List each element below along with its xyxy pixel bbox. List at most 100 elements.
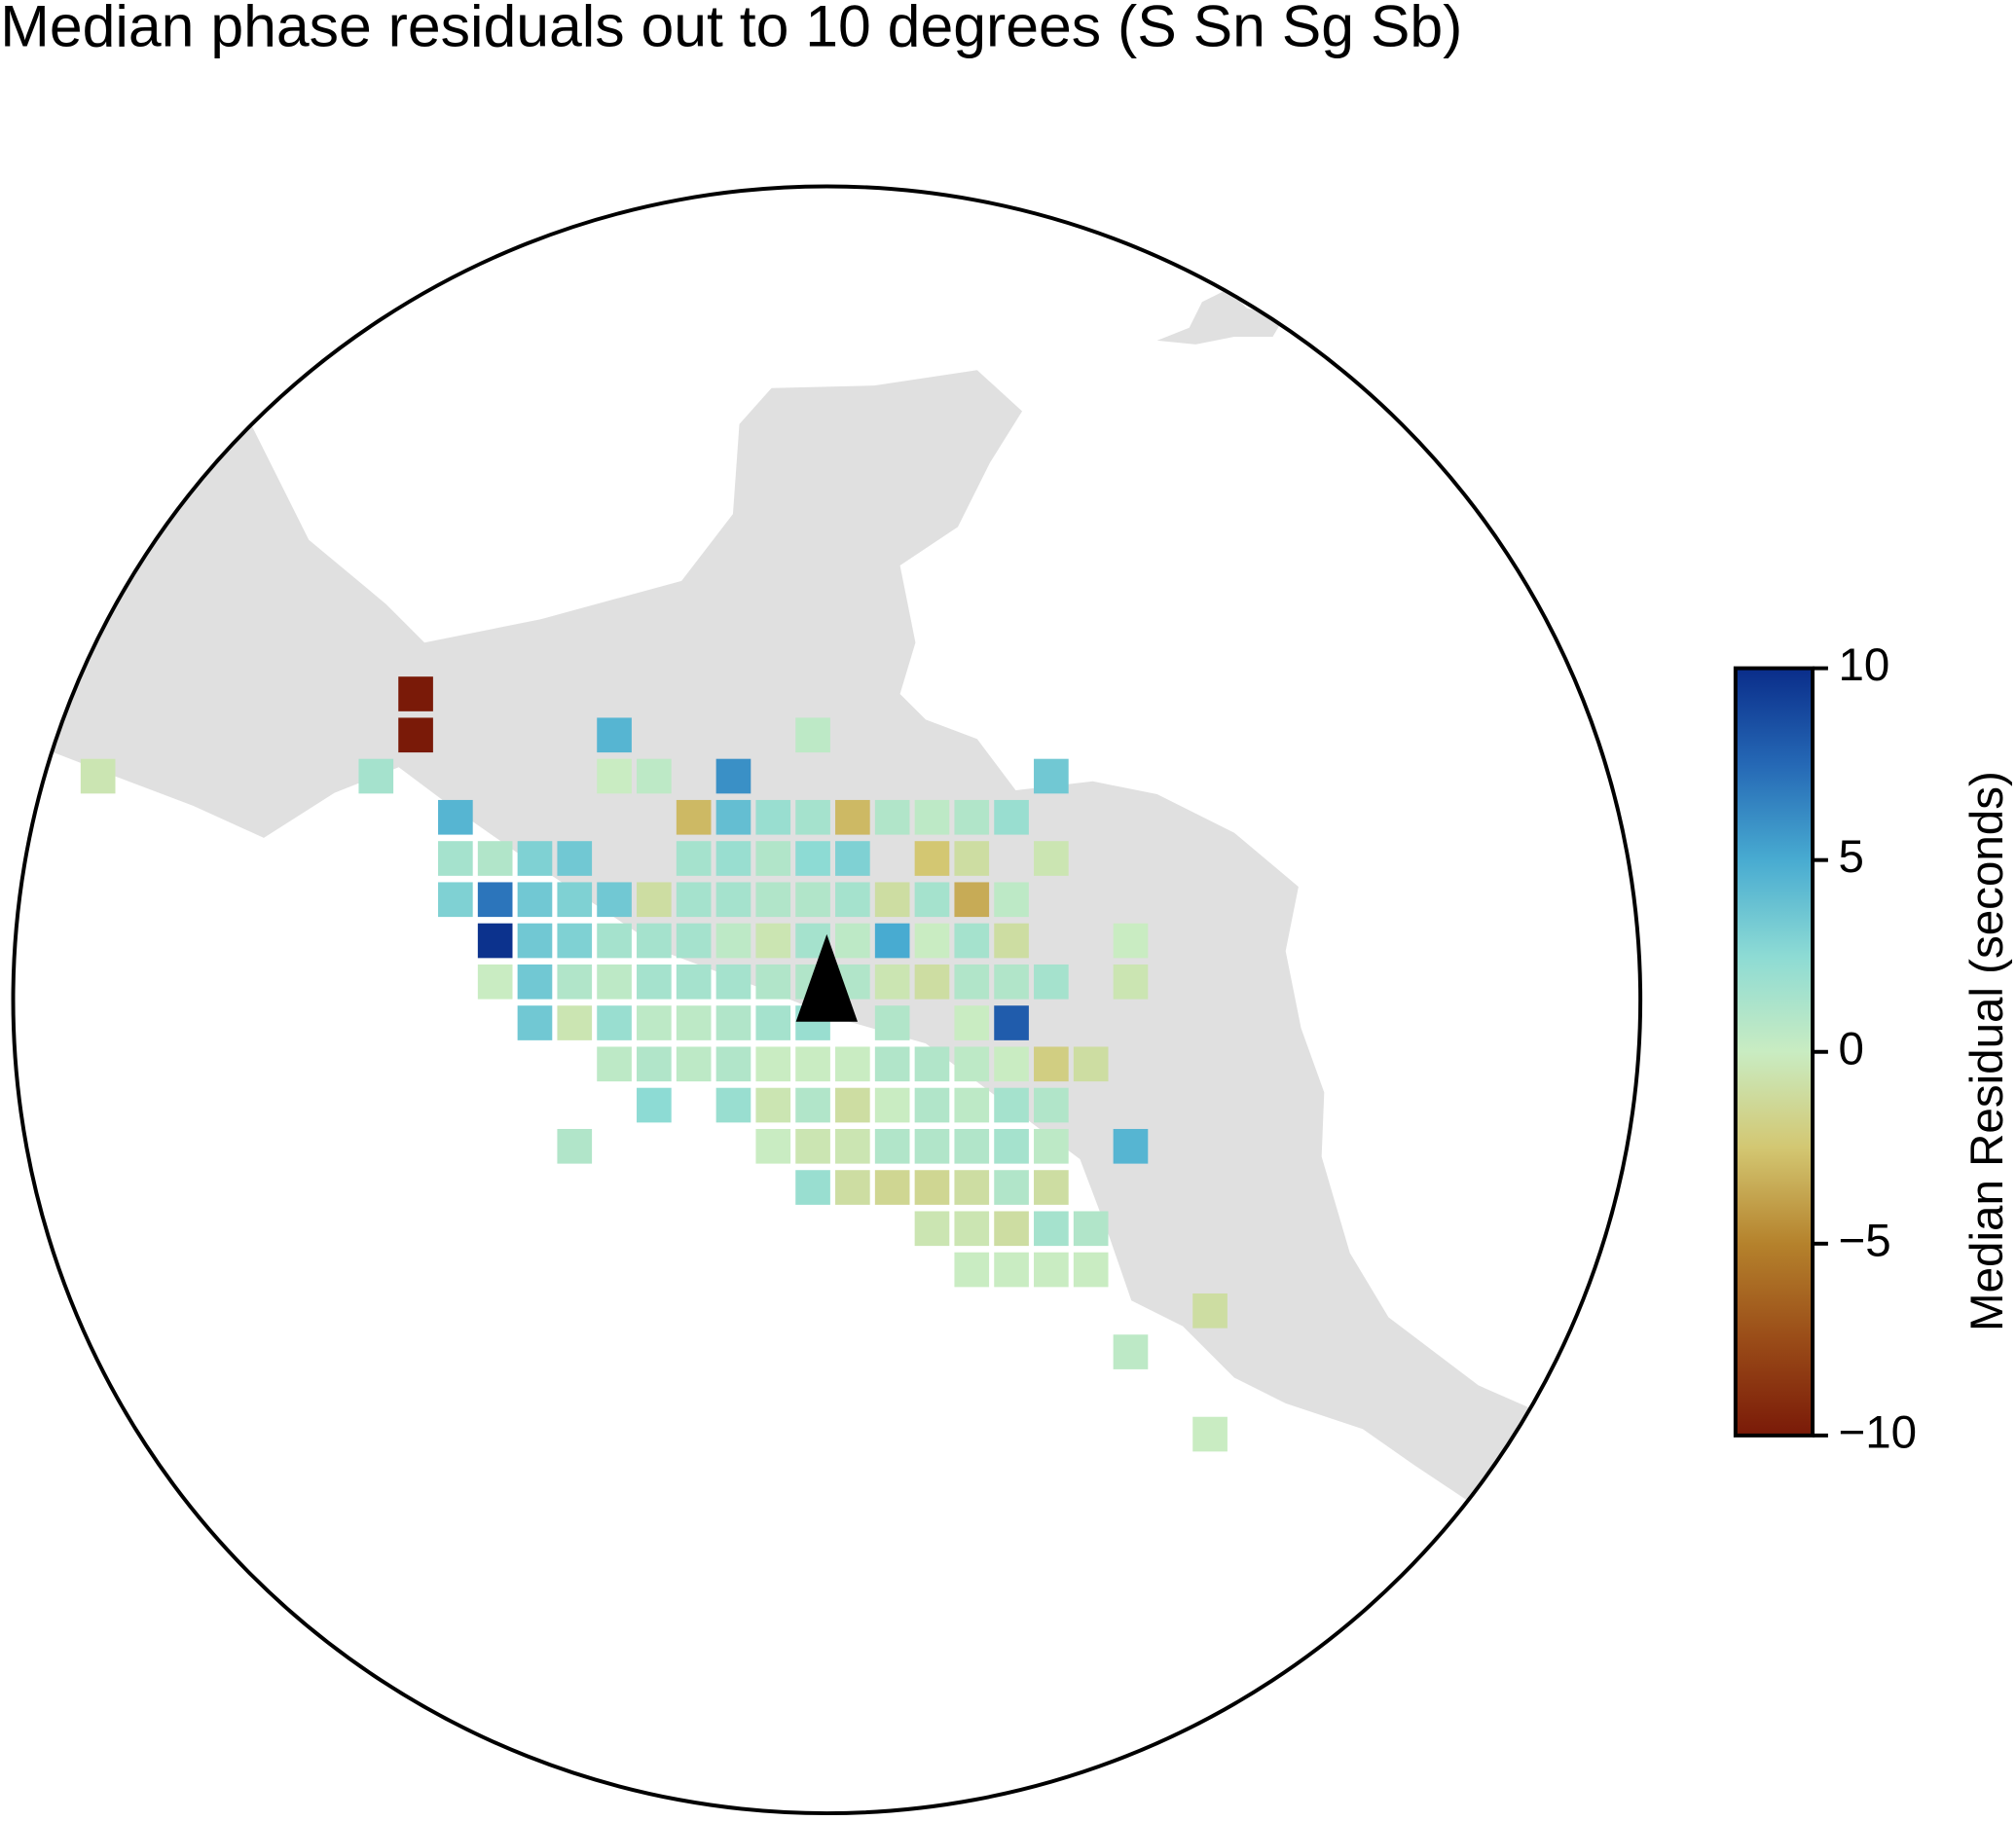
cell — [1192, 1293, 1228, 1329]
cell — [1034, 1128, 1069, 1164]
cell — [914, 1211, 950, 1247]
cell — [398, 717, 433, 753]
cell — [597, 1005, 632, 1040]
map-border — [11, 184, 1643, 1816]
cell — [1073, 1046, 1109, 1082]
cell — [517, 882, 553, 918]
cell — [477, 841, 513, 876]
cell — [914, 1046, 950, 1082]
cell — [557, 1005, 593, 1040]
cell — [994, 1128, 1029, 1164]
cell — [755, 841, 791, 876]
cell — [795, 841, 830, 876]
cell — [954, 923, 990, 959]
cell — [755, 1087, 791, 1123]
cell — [1034, 964, 1069, 1000]
cell — [835, 1128, 870, 1164]
cell — [637, 1046, 672, 1082]
cell — [994, 1170, 1029, 1205]
colorbar-tick-label: 0 — [1838, 1023, 1863, 1074]
cell — [715, 799, 751, 835]
cell — [1034, 1211, 1069, 1247]
map — [13, 289, 1641, 1543]
cell — [795, 1087, 830, 1123]
cell — [874, 923, 910, 959]
cell — [637, 882, 672, 918]
cell — [715, 1087, 751, 1123]
cell — [874, 1046, 910, 1082]
cell — [1073, 1211, 1109, 1247]
cell — [676, 882, 712, 918]
colorbar-tick-label: −5 — [1838, 1215, 1890, 1266]
cell — [1113, 923, 1149, 959]
cell — [597, 1046, 632, 1082]
cell — [994, 1211, 1029, 1247]
cell — [715, 923, 751, 959]
cell — [835, 799, 870, 835]
cell — [676, 841, 712, 876]
cell — [954, 1046, 990, 1082]
cell — [80, 758, 116, 794]
cell — [874, 964, 910, 1000]
cell — [994, 964, 1029, 1000]
cell — [517, 1005, 553, 1040]
cell — [954, 1252, 990, 1288]
cell — [676, 1046, 712, 1082]
cell — [1113, 1334, 1149, 1369]
cell — [557, 1128, 593, 1164]
cell — [637, 923, 672, 959]
cell — [954, 1005, 990, 1040]
cell — [954, 1211, 990, 1247]
cell — [835, 1087, 870, 1123]
cells — [80, 676, 1228, 1452]
cell — [517, 841, 553, 876]
cell — [874, 799, 910, 835]
cell — [835, 1046, 870, 1082]
cell — [954, 882, 990, 918]
cell — [438, 799, 473, 835]
cell — [438, 841, 473, 876]
cell — [914, 882, 950, 918]
cell — [1113, 1128, 1149, 1164]
cell — [795, 1128, 830, 1164]
cell — [358, 758, 394, 794]
cell — [597, 882, 632, 918]
cell — [994, 1046, 1029, 1082]
station-marker — [795, 933, 859, 1022]
cell — [398, 676, 433, 711]
cell — [715, 882, 751, 918]
colorbar — [1733, 666, 1815, 1438]
cell — [597, 923, 632, 959]
chart-title: Median phase residuals out to 10 degrees… — [0, 0, 1462, 59]
cell — [914, 841, 950, 876]
cell — [795, 1170, 830, 1205]
cell — [795, 717, 830, 753]
island — [1156, 289, 1286, 345]
cell — [874, 1005, 910, 1040]
cell — [637, 1005, 672, 1040]
cell — [477, 882, 513, 918]
cell — [715, 1046, 751, 1082]
cell — [914, 1170, 950, 1205]
cell — [1192, 1416, 1228, 1452]
cell — [477, 923, 513, 959]
cell — [954, 1087, 990, 1123]
colorbar-label: Median Residual (seconds) — [1961, 771, 2013, 1331]
cell — [1034, 841, 1069, 876]
colorbar-tick-label: −10 — [1838, 1406, 1917, 1458]
cell — [1034, 1252, 1069, 1288]
cell — [874, 1087, 910, 1123]
cell — [755, 799, 791, 835]
cell — [557, 882, 593, 918]
cell — [1034, 758, 1069, 794]
cell — [557, 964, 593, 1000]
cell — [637, 964, 672, 1000]
cell — [994, 923, 1029, 959]
cell — [874, 1128, 910, 1164]
cell — [715, 964, 751, 1000]
cell — [795, 799, 830, 835]
cell — [676, 1005, 712, 1040]
cell — [994, 882, 1029, 918]
